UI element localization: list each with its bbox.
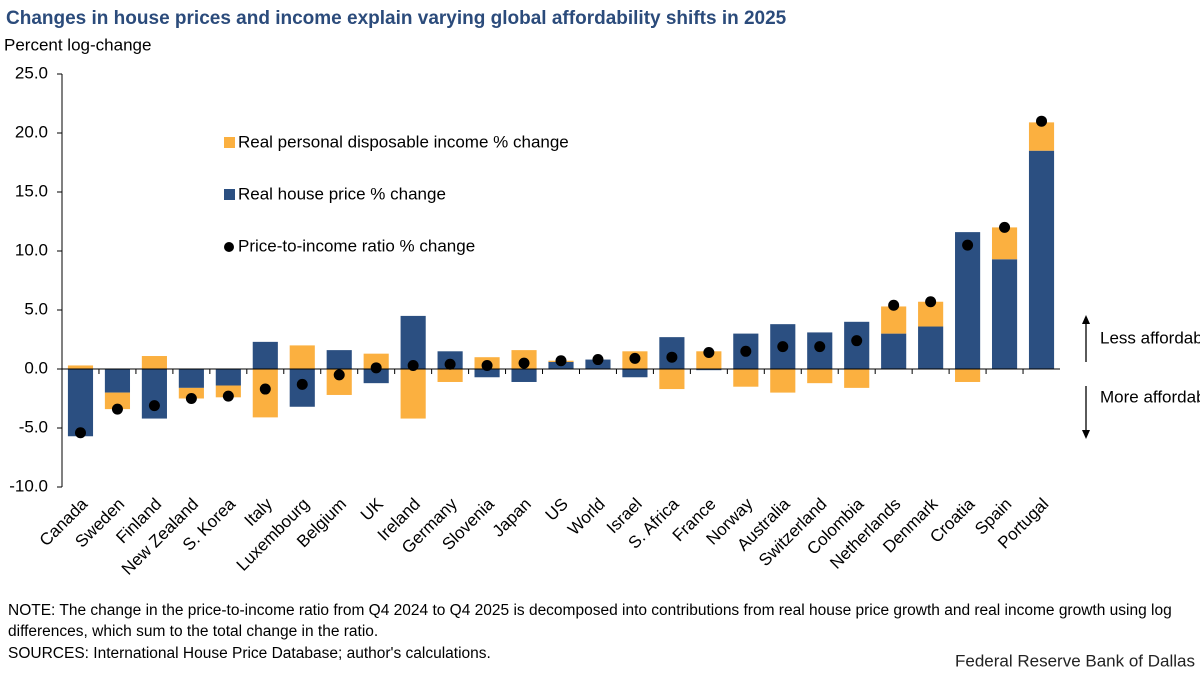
x-tick-label: World bbox=[564, 494, 609, 539]
y-tick-label: -10.0 bbox=[9, 476, 48, 495]
bar bbox=[474, 369, 500, 378]
bar bbox=[400, 369, 426, 419]
y-tick-label: 0.0 bbox=[24, 358, 48, 377]
bar bbox=[289, 345, 315, 369]
bar bbox=[104, 369, 131, 393]
point bbox=[370, 362, 382, 374]
point bbox=[111, 403, 123, 415]
y-tick-label: 25.0 bbox=[15, 63, 48, 82]
legend-label: Price-to-income ratio % change bbox=[238, 236, 475, 255]
note: NOTE: The change in the price-to-income … bbox=[8, 602, 1172, 640]
point bbox=[185, 393, 197, 404]
annotation: Less affordable bbox=[1100, 328, 1200, 347]
arrow-head bbox=[1082, 430, 1090, 439]
arrow-head bbox=[1082, 315, 1090, 324]
y-tick-label: 5.0 bbox=[24, 299, 48, 318]
point bbox=[592, 354, 604, 366]
point bbox=[629, 352, 641, 364]
legend-label: Real personal disposable income % change bbox=[238, 132, 569, 151]
credit: Federal Reserve Bank of Dallas bbox=[955, 651, 1195, 670]
point bbox=[259, 383, 271, 395]
x-tick-label: US bbox=[542, 494, 572, 524]
y-axis-label: Percent log-change bbox=[4, 35, 151, 54]
point bbox=[555, 355, 567, 367]
legend-swatch bbox=[224, 189, 235, 200]
point bbox=[777, 341, 789, 353]
bar bbox=[1028, 122, 1055, 151]
bar bbox=[215, 369, 241, 386]
bar bbox=[733, 369, 759, 387]
bar bbox=[363, 369, 389, 384]
bar bbox=[881, 306, 907, 334]
point bbox=[925, 296, 937, 308]
bar bbox=[844, 369, 870, 388]
bar bbox=[511, 369, 537, 382]
bar bbox=[104, 392, 131, 410]
y-tick-label: 15.0 bbox=[15, 181, 48, 200]
bar bbox=[770, 369, 796, 393]
bar bbox=[955, 232, 981, 369]
bar bbox=[252, 341, 278, 369]
point bbox=[481, 359, 493, 371]
bar bbox=[437, 369, 463, 382]
point bbox=[518, 357, 530, 369]
chart-title: Changes in house prices and income expla… bbox=[6, 8, 787, 29]
bar bbox=[622, 369, 648, 378]
bar bbox=[696, 351, 722, 369]
point bbox=[999, 221, 1011, 233]
sources: SOURCES: International House Price Datab… bbox=[8, 645, 491, 662]
legend-label: Real house price % change bbox=[238, 184, 446, 203]
y-tick-label: -5.0 bbox=[19, 417, 48, 436]
bar bbox=[659, 369, 685, 390]
legend-swatch bbox=[224, 242, 234, 252]
point bbox=[814, 341, 826, 353]
bar bbox=[807, 369, 833, 384]
point bbox=[1036, 115, 1048, 127]
point bbox=[703, 346, 715, 358]
bar bbox=[141, 369, 167, 419]
bar bbox=[141, 356, 167, 369]
y-tick-label: 10.0 bbox=[15, 240, 48, 259]
point bbox=[407, 359, 419, 371]
bar bbox=[991, 259, 1018, 369]
point bbox=[444, 358, 456, 370]
bar bbox=[326, 350, 352, 369]
legend-swatch bbox=[224, 137, 235, 148]
point bbox=[333, 369, 345, 381]
bar bbox=[881, 333, 907, 369]
bar bbox=[363, 353, 389, 369]
point bbox=[666, 351, 678, 363]
bar bbox=[67, 365, 94, 369]
point bbox=[740, 345, 752, 357]
y-tick-label: 20.0 bbox=[15, 122, 48, 141]
annotation: More affordable bbox=[1100, 387, 1200, 406]
point bbox=[888, 299, 900, 311]
x-tick-label: Japan bbox=[489, 494, 535, 540]
point bbox=[148, 400, 160, 412]
point bbox=[962, 239, 974, 251]
bar bbox=[696, 369, 722, 371]
point bbox=[851, 335, 863, 347]
x-tick-label: UK bbox=[357, 494, 388, 525]
bar bbox=[955, 369, 981, 382]
point bbox=[296, 378, 308, 390]
bar bbox=[67, 369, 94, 437]
point bbox=[74, 427, 86, 439]
bar bbox=[918, 326, 944, 369]
bar bbox=[178, 369, 204, 388]
point bbox=[222, 390, 234, 402]
bar bbox=[1028, 150, 1055, 369]
